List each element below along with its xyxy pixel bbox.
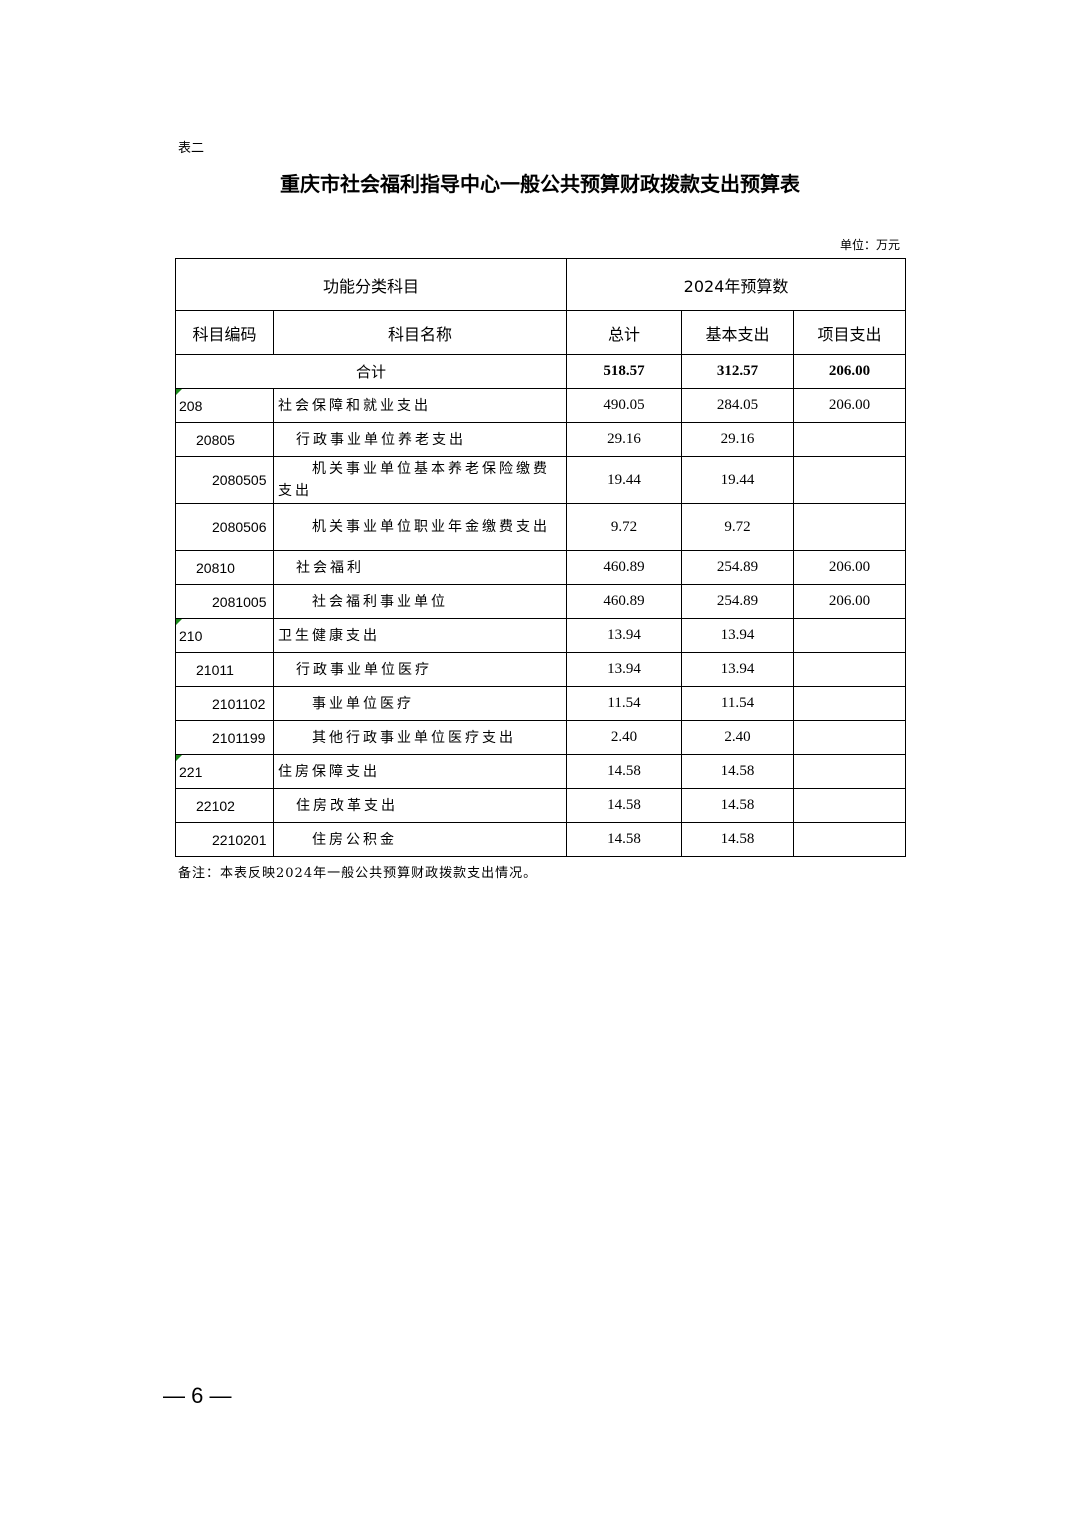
page-title: 重庆市社会福利指导中心一般公共预算财政拨款支出预算表 bbox=[280, 172, 800, 196]
name-cell: 机关事业单位基本养老保险缴费支出 bbox=[272, 456, 568, 504]
code-cell: 20810 bbox=[175, 550, 274, 585]
project-cell bbox=[793, 720, 907, 755]
project-cell bbox=[793, 422, 907, 457]
total-cell: 2.40 bbox=[566, 720, 683, 755]
name-cell: 机关事业单位职业年金缴费支出 bbox=[272, 503, 568, 551]
basic-cell: 2.40 bbox=[681, 720, 795, 755]
total-cell: 490.05 bbox=[566, 388, 683, 423]
table-label: 表二 bbox=[178, 141, 205, 156]
project-cell bbox=[793, 652, 907, 687]
code-cell: 2101199 bbox=[175, 720, 274, 755]
project-cell bbox=[793, 822, 907, 857]
project-value: 206.00 bbox=[793, 354, 907, 389]
basic-cell: 14.58 bbox=[681, 754, 795, 789]
code-cell: 208 bbox=[175, 388, 274, 423]
column-header: 总计 bbox=[566, 310, 683, 355]
total-cell: 14.58 bbox=[566, 788, 683, 823]
basic-cell: 254.89 bbox=[681, 550, 795, 585]
total-cell: 9.72 bbox=[566, 503, 683, 551]
table-row: 22102 住房改革支出 14.58 14.58 bbox=[175, 788, 907, 823]
name-cell: 其他行政事业单位医疗支出 bbox=[272, 720, 568, 755]
name-cell: 社会保障和就业支出 bbox=[272, 388, 568, 423]
code-cell: 2081005 bbox=[175, 584, 274, 619]
total-cell: 13.94 bbox=[566, 652, 683, 687]
name-cell: 行政事业单位养老支出 bbox=[272, 422, 568, 457]
table-row: 20805 行政事业单位养老支出 29.16 29.16 bbox=[175, 422, 907, 457]
basic-cell: 13.94 bbox=[681, 618, 795, 653]
basic-cell: 13.94 bbox=[681, 652, 795, 687]
code-cell: 2080505 bbox=[175, 456, 274, 504]
name-cell: 行政事业单位医疗 bbox=[272, 652, 568, 687]
project-cell: 206.00 bbox=[793, 388, 907, 423]
code-cell: 221 bbox=[175, 754, 274, 789]
total-cell: 19.44 bbox=[566, 456, 683, 504]
footnote: 备注：本表反映2024年一般公共预算财政拨款支出情况。 bbox=[178, 866, 538, 881]
table-row: 210 卫生健康支出 13.94 13.94 bbox=[175, 618, 907, 653]
project-cell bbox=[793, 686, 907, 721]
project-cell bbox=[793, 788, 907, 823]
column-header: 科目名称 bbox=[272, 310, 568, 355]
table-row: 2080505 机关事业单位基本养老保险缴费支出 19.44 19.44 bbox=[175, 456, 907, 504]
total-cell: 460.89 bbox=[566, 550, 683, 585]
column-header: 基本支出 bbox=[681, 310, 795, 355]
code-cell: 210 bbox=[175, 618, 274, 653]
total-row: 合计 518.57 312.57 206.00 bbox=[174, 354, 907, 389]
total-cell: 29.16 bbox=[566, 422, 683, 457]
project-cell: 206.00 bbox=[793, 584, 907, 619]
table-row: 2080506 机关事业单位职业年金缴费支出 9.72 9.72 bbox=[175, 503, 907, 551]
project-cell bbox=[793, 503, 907, 551]
basic-value: 312.57 bbox=[681, 354, 795, 389]
basic-cell: 254.89 bbox=[681, 584, 795, 619]
total-cell: 460.89 bbox=[566, 584, 683, 619]
basic-cell: 19.44 bbox=[681, 456, 795, 504]
name-cell: 事业单位医疗 bbox=[272, 686, 568, 721]
unit-label: 单位：万元 bbox=[839, 238, 900, 252]
code-cell: 2080506 bbox=[175, 503, 274, 551]
table-row: 2081005 社会福利事业单位 460.89 254.89 206.00 bbox=[175, 584, 907, 619]
total-cell: 11.54 bbox=[566, 686, 683, 721]
code-cell: 2210201 bbox=[175, 822, 274, 857]
code-cell: 22102 bbox=[175, 788, 274, 823]
table-row: 2210201 住房公积金 14.58 14.58 bbox=[175, 822, 907, 857]
code-cell: 2101102 bbox=[175, 686, 274, 721]
group-header: 功能分类科目 bbox=[174, 258, 568, 311]
table-row: 21011 行政事业单位医疗 13.94 13.94 bbox=[175, 652, 907, 687]
column-header: 项目支出 bbox=[793, 310, 907, 355]
basic-cell: 284.05 bbox=[681, 388, 795, 423]
name-cell: 住房公积金 bbox=[272, 822, 568, 857]
column-header: 科目编码 bbox=[175, 310, 274, 355]
total-value: 518.57 bbox=[566, 354, 683, 389]
budget-table: 功能分类科目 2024年预算数 科目编码 科目名称 总计 基本支出 项目支出 合… bbox=[174, 258, 907, 857]
table-row: 20810 社会福利 460.89 254.89 206.00 bbox=[175, 550, 907, 585]
table-row: 221 住房保障支出 14.58 14.58 bbox=[175, 754, 907, 789]
project-cell bbox=[793, 618, 907, 653]
basic-cell: 11.54 bbox=[681, 686, 795, 721]
total-label: 合计 bbox=[174, 354, 568, 389]
table-row: 208 社会保障和就业支出 490.05 284.05 206.00 bbox=[175, 388, 907, 423]
total-cell: 14.58 bbox=[566, 822, 683, 857]
name-cell: 社会福利 bbox=[272, 550, 568, 585]
name-cell: 住房保障支出 bbox=[272, 754, 568, 789]
name-cell: 社会福利事业单位 bbox=[272, 584, 568, 619]
code-cell: 21011 bbox=[175, 652, 274, 687]
code-cell: 20805 bbox=[175, 422, 274, 457]
basic-cell: 29.16 bbox=[681, 422, 795, 457]
project-cell bbox=[793, 754, 907, 789]
table-row: 2101102 事业单位医疗 11.54 11.54 bbox=[175, 686, 907, 721]
name-cell: 卫生健康支出 bbox=[272, 618, 568, 653]
total-cell: 13.94 bbox=[566, 618, 683, 653]
basic-cell: 14.58 bbox=[681, 822, 795, 857]
basic-cell: 9.72 bbox=[681, 503, 795, 551]
name-cell: 住房改革支出 bbox=[272, 788, 568, 823]
table-row: 2101199 其他行政事业单位医疗支出 2.40 2.40 bbox=[175, 720, 907, 755]
group-header: 2024年预算数 bbox=[566, 258, 907, 311]
project-cell: 206.00 bbox=[793, 550, 907, 585]
basic-cell: 14.58 bbox=[681, 788, 795, 823]
page-number: — 6 — bbox=[163, 1383, 232, 1408]
total-cell: 14.58 bbox=[566, 754, 683, 789]
project-cell bbox=[793, 456, 907, 504]
